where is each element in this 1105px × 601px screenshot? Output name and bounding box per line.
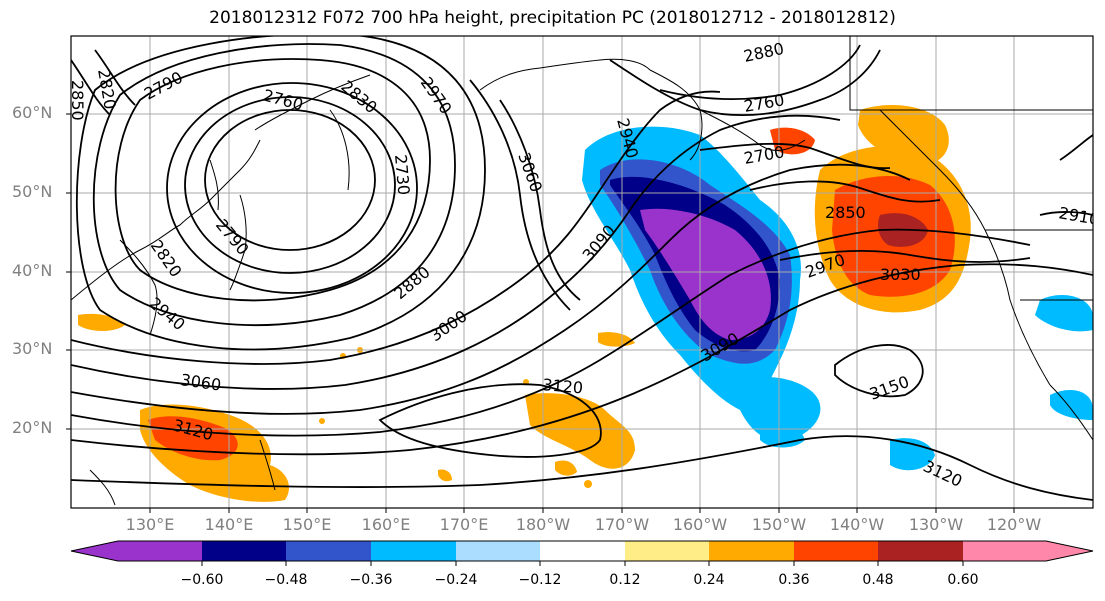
colorbar-tick-label: −0.48 xyxy=(264,572,308,588)
lon-label: 130°E xyxy=(125,515,175,534)
lon-label: 170°W xyxy=(594,515,650,534)
contour-label: 2730 xyxy=(391,154,413,196)
colorbar-tick-label: −0.36 xyxy=(349,572,393,588)
lon-label: 120°W xyxy=(986,515,1042,534)
height-contours xyxy=(71,36,1093,501)
lon-label: 160°W xyxy=(672,515,728,534)
colorbar-tick-label: 0.12 xyxy=(609,572,641,588)
colorbar-segment xyxy=(118,541,202,561)
contour-label: 3030 xyxy=(880,265,921,284)
colorbar-segment xyxy=(1046,541,1093,561)
colorbar-tick-label: −0.12 xyxy=(518,572,562,588)
colorbar-segment xyxy=(286,541,371,561)
colorbar-segment xyxy=(202,541,286,561)
lon-label: 130°W xyxy=(908,515,964,534)
colorbar-segment xyxy=(878,541,963,561)
axis-ticks xyxy=(66,113,1015,513)
contour-label: 2850 xyxy=(825,203,866,222)
colorbar-segment xyxy=(963,541,1046,561)
colorbar-tick-label: 0.48 xyxy=(862,572,894,588)
contour-label: 3120 xyxy=(542,375,584,397)
colorbar-tick-label: 0.60 xyxy=(947,572,979,588)
lon-label: 140°E xyxy=(204,515,254,534)
colorbar-segment xyxy=(794,541,878,561)
colorbar-segment xyxy=(709,541,794,561)
lon-label: 150°W xyxy=(751,515,807,534)
lat-label: 60°N xyxy=(12,103,53,122)
lon-label: 170°E xyxy=(439,515,489,534)
colorbar-segment xyxy=(540,541,625,561)
colorbar-tick-label: 0.24 xyxy=(693,572,725,588)
contour-label: 2850 xyxy=(68,80,87,121)
lon-label: 160°E xyxy=(361,515,411,534)
colorbar-segment xyxy=(456,541,540,561)
colorbar-tick-label: −0.60 xyxy=(180,572,224,588)
lon-label: 150°E xyxy=(282,515,332,534)
colorbar-tick-label: 0.36 xyxy=(778,572,810,588)
colorbar-segment xyxy=(71,541,118,561)
lat-label: 20°N xyxy=(12,418,53,437)
colorbar-segment xyxy=(625,541,709,561)
map-title: 2018012312 F072 700 hPa height, precipit… xyxy=(209,8,896,28)
lon-label: 140°W xyxy=(829,515,885,534)
lat-label: 50°N xyxy=(12,182,53,201)
colorbar-segment xyxy=(371,541,456,561)
lon-label: 180°W xyxy=(515,515,571,534)
colorbar xyxy=(70,540,1094,566)
lat-label: 30°N xyxy=(12,339,53,358)
lat-label: 40°N xyxy=(12,261,53,280)
colorbar-tick-label: −0.24 xyxy=(434,572,478,588)
